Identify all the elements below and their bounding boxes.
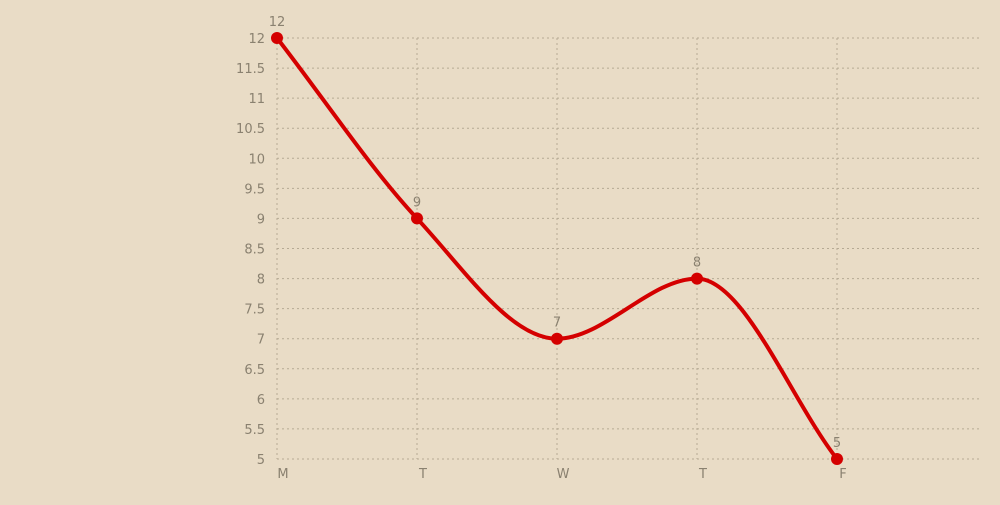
y-tick-label: 8 bbox=[257, 273, 265, 288]
y-tick-label: 5 bbox=[257, 453, 265, 468]
data-point[interactable] bbox=[831, 453, 843, 465]
y-tick-label: 6 bbox=[257, 393, 265, 408]
data-point[interactable] bbox=[271, 32, 283, 44]
y-tick-label: 5.5 bbox=[244, 423, 265, 438]
data-point[interactable] bbox=[551, 332, 563, 345]
y-tick-label: 7.5 bbox=[244, 303, 265, 318]
x-tick-label: M bbox=[277, 467, 288, 482]
y-tick-label: 11.5 bbox=[236, 62, 265, 77]
x-tick-label: F bbox=[839, 467, 846, 482]
y-tick-label: 12 bbox=[248, 32, 265, 47]
y-tick-label: 10.5 bbox=[236, 122, 265, 137]
y-tick-label: 11 bbox=[248, 92, 265, 107]
x-tick-label: W bbox=[557, 467, 570, 482]
y-tick-label: 10 bbox=[248, 152, 265, 167]
data-label: 5 bbox=[833, 436, 841, 451]
data-label: 9 bbox=[413, 195, 421, 210]
data-label: 12 bbox=[269, 15, 286, 30]
y-tick-label: 7 bbox=[257, 333, 265, 348]
x-tick-label: T bbox=[418, 467, 427, 482]
data-labels: 12 9 7 8 5 bbox=[269, 15, 841, 451]
grid-layer bbox=[276, 37, 980, 460]
y-tick-label: 9.5 bbox=[244, 182, 265, 197]
x-tick-label: T bbox=[698, 467, 707, 482]
series-layer bbox=[271, 32, 843, 465]
data-point[interactable] bbox=[691, 272, 703, 285]
y-tick-label: 8.5 bbox=[244, 243, 265, 258]
data-label: 8 bbox=[693, 256, 701, 271]
y-tick-label: 9 bbox=[257, 212, 265, 227]
data-label: 7 bbox=[553, 316, 561, 331]
y-tick-label: 6.5 bbox=[244, 363, 265, 378]
data-point[interactable] bbox=[411, 212, 423, 225]
y-axis-ticks: 12 11.5 11 10.5 10 9.5 9 8.5 8 7.5 7 6.5 6 5.5 5 bbox=[236, 32, 265, 468]
